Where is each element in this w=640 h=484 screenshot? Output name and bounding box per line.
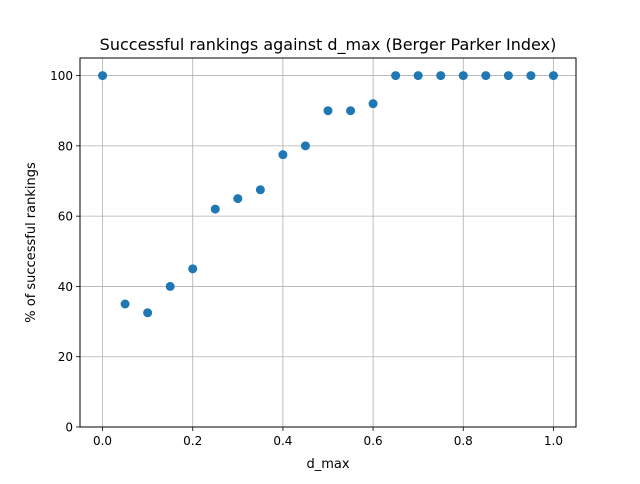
x-tick-label: 1.0: [544, 434, 563, 448]
data-point: [436, 71, 446, 81]
y-axis-label: % of successful rankings: [24, 162, 39, 323]
y-tick-label: 20: [58, 350, 73, 364]
x-tick-label: 0.0: [93, 434, 112, 448]
plot-area-frame: [79, 57, 577, 428]
y-tick-label: 0: [65, 421, 73, 435]
y-tick-label: 80: [58, 139, 73, 153]
data-point: [548, 71, 558, 81]
data-points: [98, 71, 558, 318]
data-point: [255, 185, 265, 195]
data-point: [391, 71, 401, 81]
x-axis-label: d_max: [306, 457, 349, 472]
y-tick-label: 100: [50, 69, 73, 83]
data-point: [233, 194, 243, 204]
data-point: [143, 308, 153, 318]
data-point: [458, 71, 468, 81]
x-tick-label: 0.4: [273, 434, 292, 448]
data-point: [481, 71, 491, 81]
data-point: [188, 264, 198, 274]
x-tick-label: 0.8: [454, 434, 473, 448]
data-point: [165, 281, 175, 291]
y-tick-label: 40: [58, 280, 73, 294]
data-point: [120, 299, 130, 309]
data-point: [346, 106, 356, 116]
x-tick-label: 0.6: [364, 434, 383, 448]
data-point: [526, 71, 536, 81]
data-point: [210, 204, 220, 214]
chart-title: Successful rankings against d_max (Berge…: [100, 35, 557, 55]
x-tick-label: 0.2: [183, 434, 202, 448]
y-tick-label: 60: [58, 210, 73, 224]
data-point: [278, 150, 288, 160]
data-point: [98, 71, 108, 81]
data-point: [300, 141, 310, 151]
axis-ticks: 0.0 0.2 0.4 0.6 0.8 1.0 0 20 40 60 80 100: [50, 69, 563, 448]
data-point: [368, 99, 378, 109]
data-point: [503, 71, 513, 81]
data-point: [323, 106, 333, 116]
data-point: [413, 71, 423, 81]
